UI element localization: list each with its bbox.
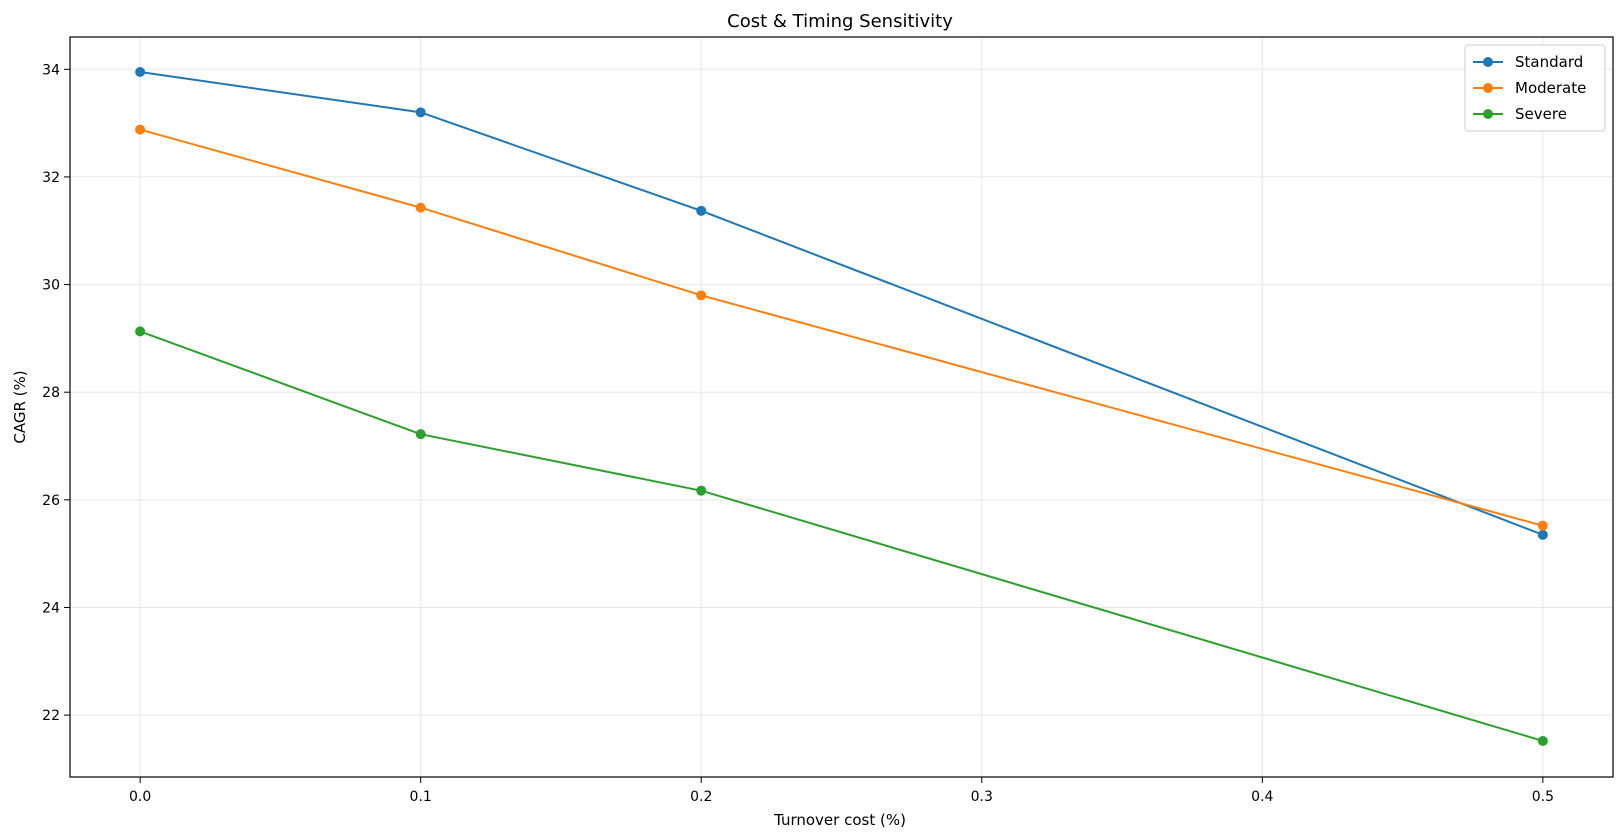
series-group bbox=[135, 66, 1548, 746]
series-severe bbox=[135, 326, 1548, 746]
legend-label: Severe bbox=[1515, 105, 1567, 123]
y-tick-label: 28 bbox=[42, 385, 60, 401]
legend-item: Severe bbox=[1473, 105, 1567, 123]
series-line bbox=[139, 128, 1544, 527]
data-point bbox=[1537, 529, 1548, 540]
data-point bbox=[415, 429, 426, 440]
legend-item: Moderate bbox=[1473, 79, 1586, 97]
y-tick-label: 22 bbox=[42, 708, 60, 724]
x-tick-label: 0.0 bbox=[129, 789, 151, 805]
data-point bbox=[1537, 520, 1548, 531]
data-point bbox=[696, 290, 707, 301]
x-tick-label: 0.3 bbox=[971, 789, 993, 805]
legend-marker bbox=[1483, 57, 1493, 67]
y-tick-label: 30 bbox=[42, 278, 60, 294]
legend-label: Moderate bbox=[1515, 79, 1586, 97]
x-tick-label: 0.1 bbox=[410, 789, 432, 805]
legend-marker bbox=[1483, 109, 1493, 119]
x-axis-label: Turnover cost (%) bbox=[773, 811, 906, 829]
legend-item: Standard bbox=[1473, 53, 1583, 71]
legend-label: Standard bbox=[1515, 53, 1583, 71]
series-standard bbox=[135, 66, 1548, 540]
plot-frame bbox=[69, 36, 1614, 778]
y-axis-label: CAGR (%) bbox=[11, 370, 29, 443]
data-point bbox=[135, 326, 146, 337]
chart-title: Cost & Timing Sensitivity bbox=[727, 11, 953, 32]
data-point bbox=[415, 202, 426, 213]
legend-marker bbox=[1483, 83, 1493, 93]
y-tick-label: 26 bbox=[42, 493, 60, 509]
x-tick-label: 0.5 bbox=[1532, 789, 1554, 805]
x-tick-label: 0.2 bbox=[690, 789, 712, 805]
series-line bbox=[139, 330, 1544, 742]
data-point bbox=[696, 205, 707, 216]
y-tick-label: 34 bbox=[42, 62, 60, 78]
y-tick-label: 24 bbox=[42, 600, 60, 616]
data-point bbox=[135, 124, 146, 135]
grid bbox=[70, 37, 1613, 777]
data-point bbox=[135, 66, 146, 77]
legend: Standard Moderate Severe bbox=[1464, 44, 1606, 132]
axes: 0.0 0.1 0.2 0.3 0.4 0.5 22 24 26 28 30 32 34 bbox=[42, 62, 1554, 805]
data-point bbox=[415, 107, 426, 118]
series-line bbox=[139, 70, 1544, 536]
data-point bbox=[696, 485, 707, 496]
legend-box bbox=[1464, 44, 1606, 132]
series-moderate bbox=[135, 124, 1548, 531]
x-tick-label: 0.4 bbox=[1251, 789, 1273, 805]
y-tick-label: 32 bbox=[42, 170, 60, 186]
data-point bbox=[1537, 735, 1548, 746]
